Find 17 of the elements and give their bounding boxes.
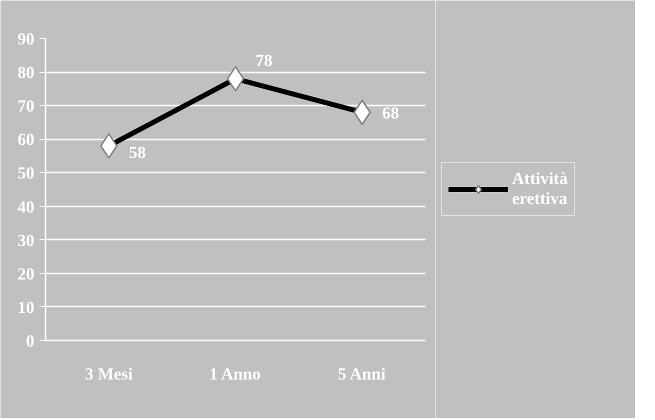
y-tick-label: 0 — [26, 332, 34, 350]
y-tick-label: 30 — [18, 230, 34, 250]
y-tick-label: 10 — [18, 298, 34, 317]
y-tick-label: 90 — [18, 30, 34, 48]
x-tick-label: 1 Anno — [209, 364, 261, 384]
data-label: 58 — [128, 142, 146, 162]
y-tick-label: 40 — [18, 197, 34, 216]
y-tick-label: 80 — [18, 63, 34, 82]
x-tick-label: 5 Anni — [338, 364, 386, 384]
y-tick-label: 20 — [18, 264, 34, 284]
y-tick-label: 50 — [18, 164, 34, 183]
legend-label: Attività erettiva — [512, 169, 568, 209]
x-tick-label: 3 Mesi — [84, 364, 133, 384]
y-tick-label: 70 — [18, 96, 34, 116]
y-tick-label: 60 — [18, 130, 34, 150]
data-label: 68 — [382, 103, 400, 122]
data-label: 78 — [256, 50, 272, 70]
